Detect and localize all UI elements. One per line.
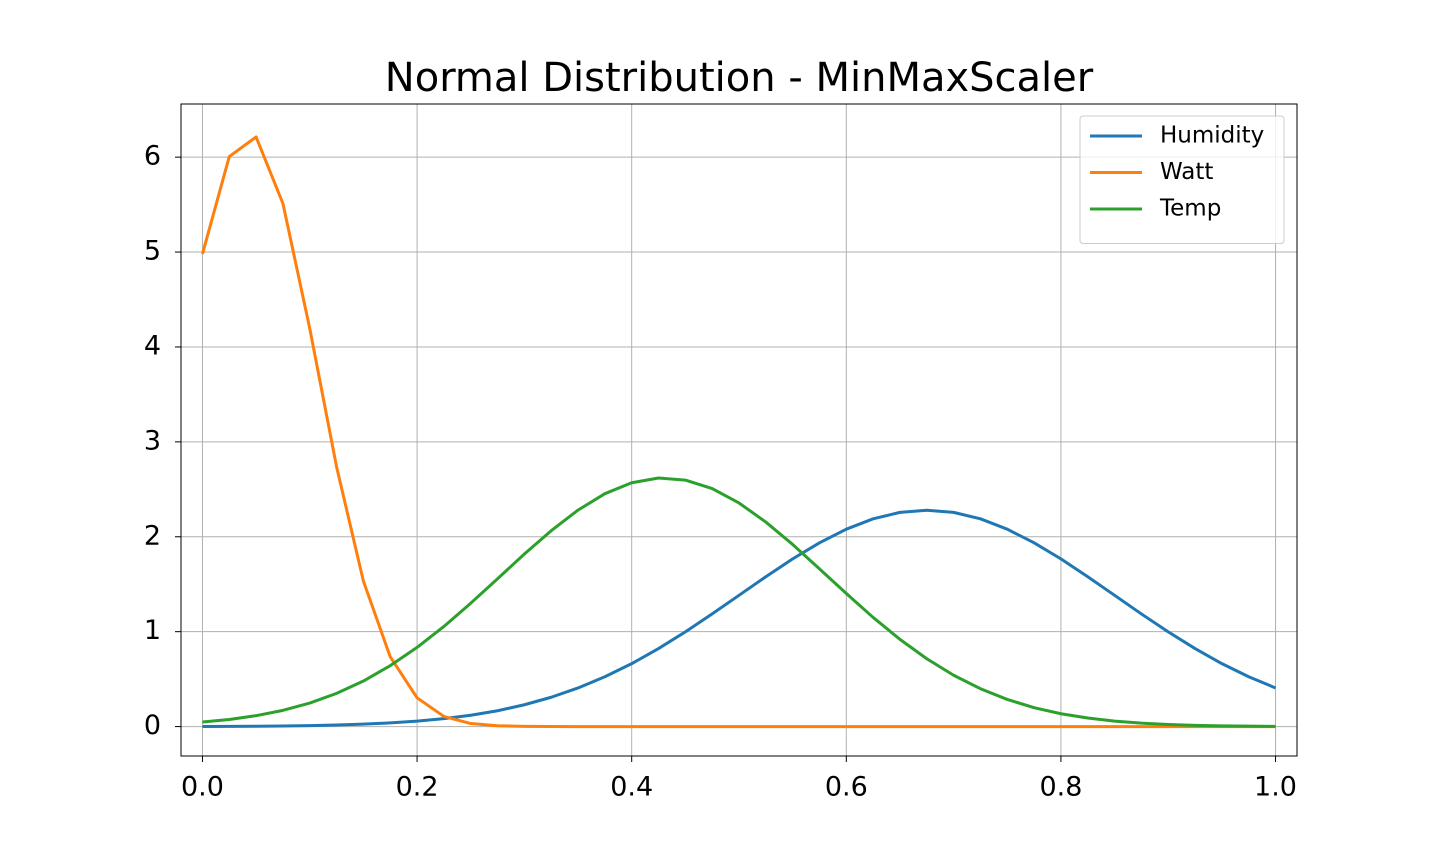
x-tick-label: 0.2 [396,772,439,803]
y-tick-label: 2 [144,520,161,551]
chart-title: Normal Distribution - MinMaxScaler [385,55,1094,101]
legend-label: Temp [1159,196,1221,222]
y-tick-label: 4 [144,330,161,361]
x-tick-label: 0.4 [610,772,653,803]
line-series [202,508,1277,728]
legend-label: Humidity [1160,123,1264,149]
legend-label: Watt [1160,159,1213,185]
legend-box [1079,115,1285,244]
plot-frame [180,103,1298,757]
y-tick-label: 0 [144,710,161,741]
x-tick-label: 0.0 [181,772,224,803]
line-series [202,476,1276,728]
y-tick-label: 1 [144,615,161,646]
y-tick-label: 5 [144,236,161,267]
line-series [201,135,1276,729]
x-tick-label: 0.8 [1039,772,1082,803]
y-tick-label: 6 [144,141,161,172]
y-tick-label: 3 [144,425,161,456]
x-tick-label: 0.6 [825,772,868,803]
x-tick-label: 1.0 [1254,772,1297,803]
